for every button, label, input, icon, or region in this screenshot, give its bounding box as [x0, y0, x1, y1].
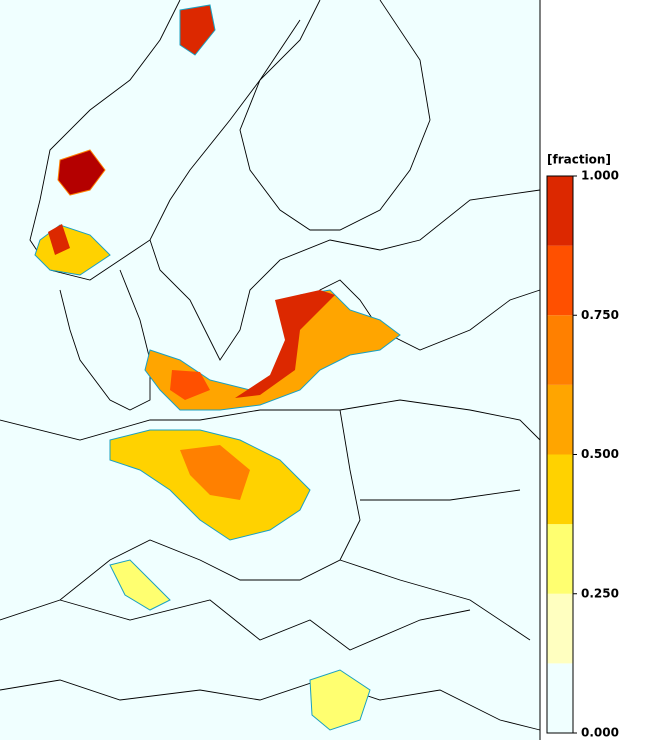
colorbar-segment: [547, 524, 573, 594]
map-background: [0, 0, 540, 740]
colorbar-tick-label: 0.000: [581, 726, 619, 740]
colorbar-label: [fraction]: [547, 153, 611, 167]
fraction-field: [34, 4, 401, 731]
colorbar-segment: [547, 245, 573, 316]
border: [0, 399, 541, 731]
colorbar-tick-label: 0.750: [581, 308, 619, 322]
border: [0, 409, 361, 621]
colorbar-segment: [547, 384, 573, 455]
colorbar-segment: [547, 454, 573, 525]
colorbar-segment: [547, 315, 573, 385]
coastline: [59, 289, 151, 411]
coastline: [149, 189, 541, 361]
colorbar: [fraction] 1.000 0.750 0.500 0.250 0.000: [546, 153, 619, 740]
colorbar-segment: [547, 663, 573, 733]
colorbar-tick-label: 0.250: [581, 586, 619, 600]
colorbar-tick-label: 1.000: [581, 169, 619, 183]
colorbar-tick-label: 0.500: [581, 447, 619, 461]
coastline: [239, 0, 431, 231]
colorbar-segment: [547, 176, 573, 246]
map: [0, 0, 541, 740]
coastline: [29, 0, 321, 281]
colorbar-segment: [547, 593, 573, 664]
